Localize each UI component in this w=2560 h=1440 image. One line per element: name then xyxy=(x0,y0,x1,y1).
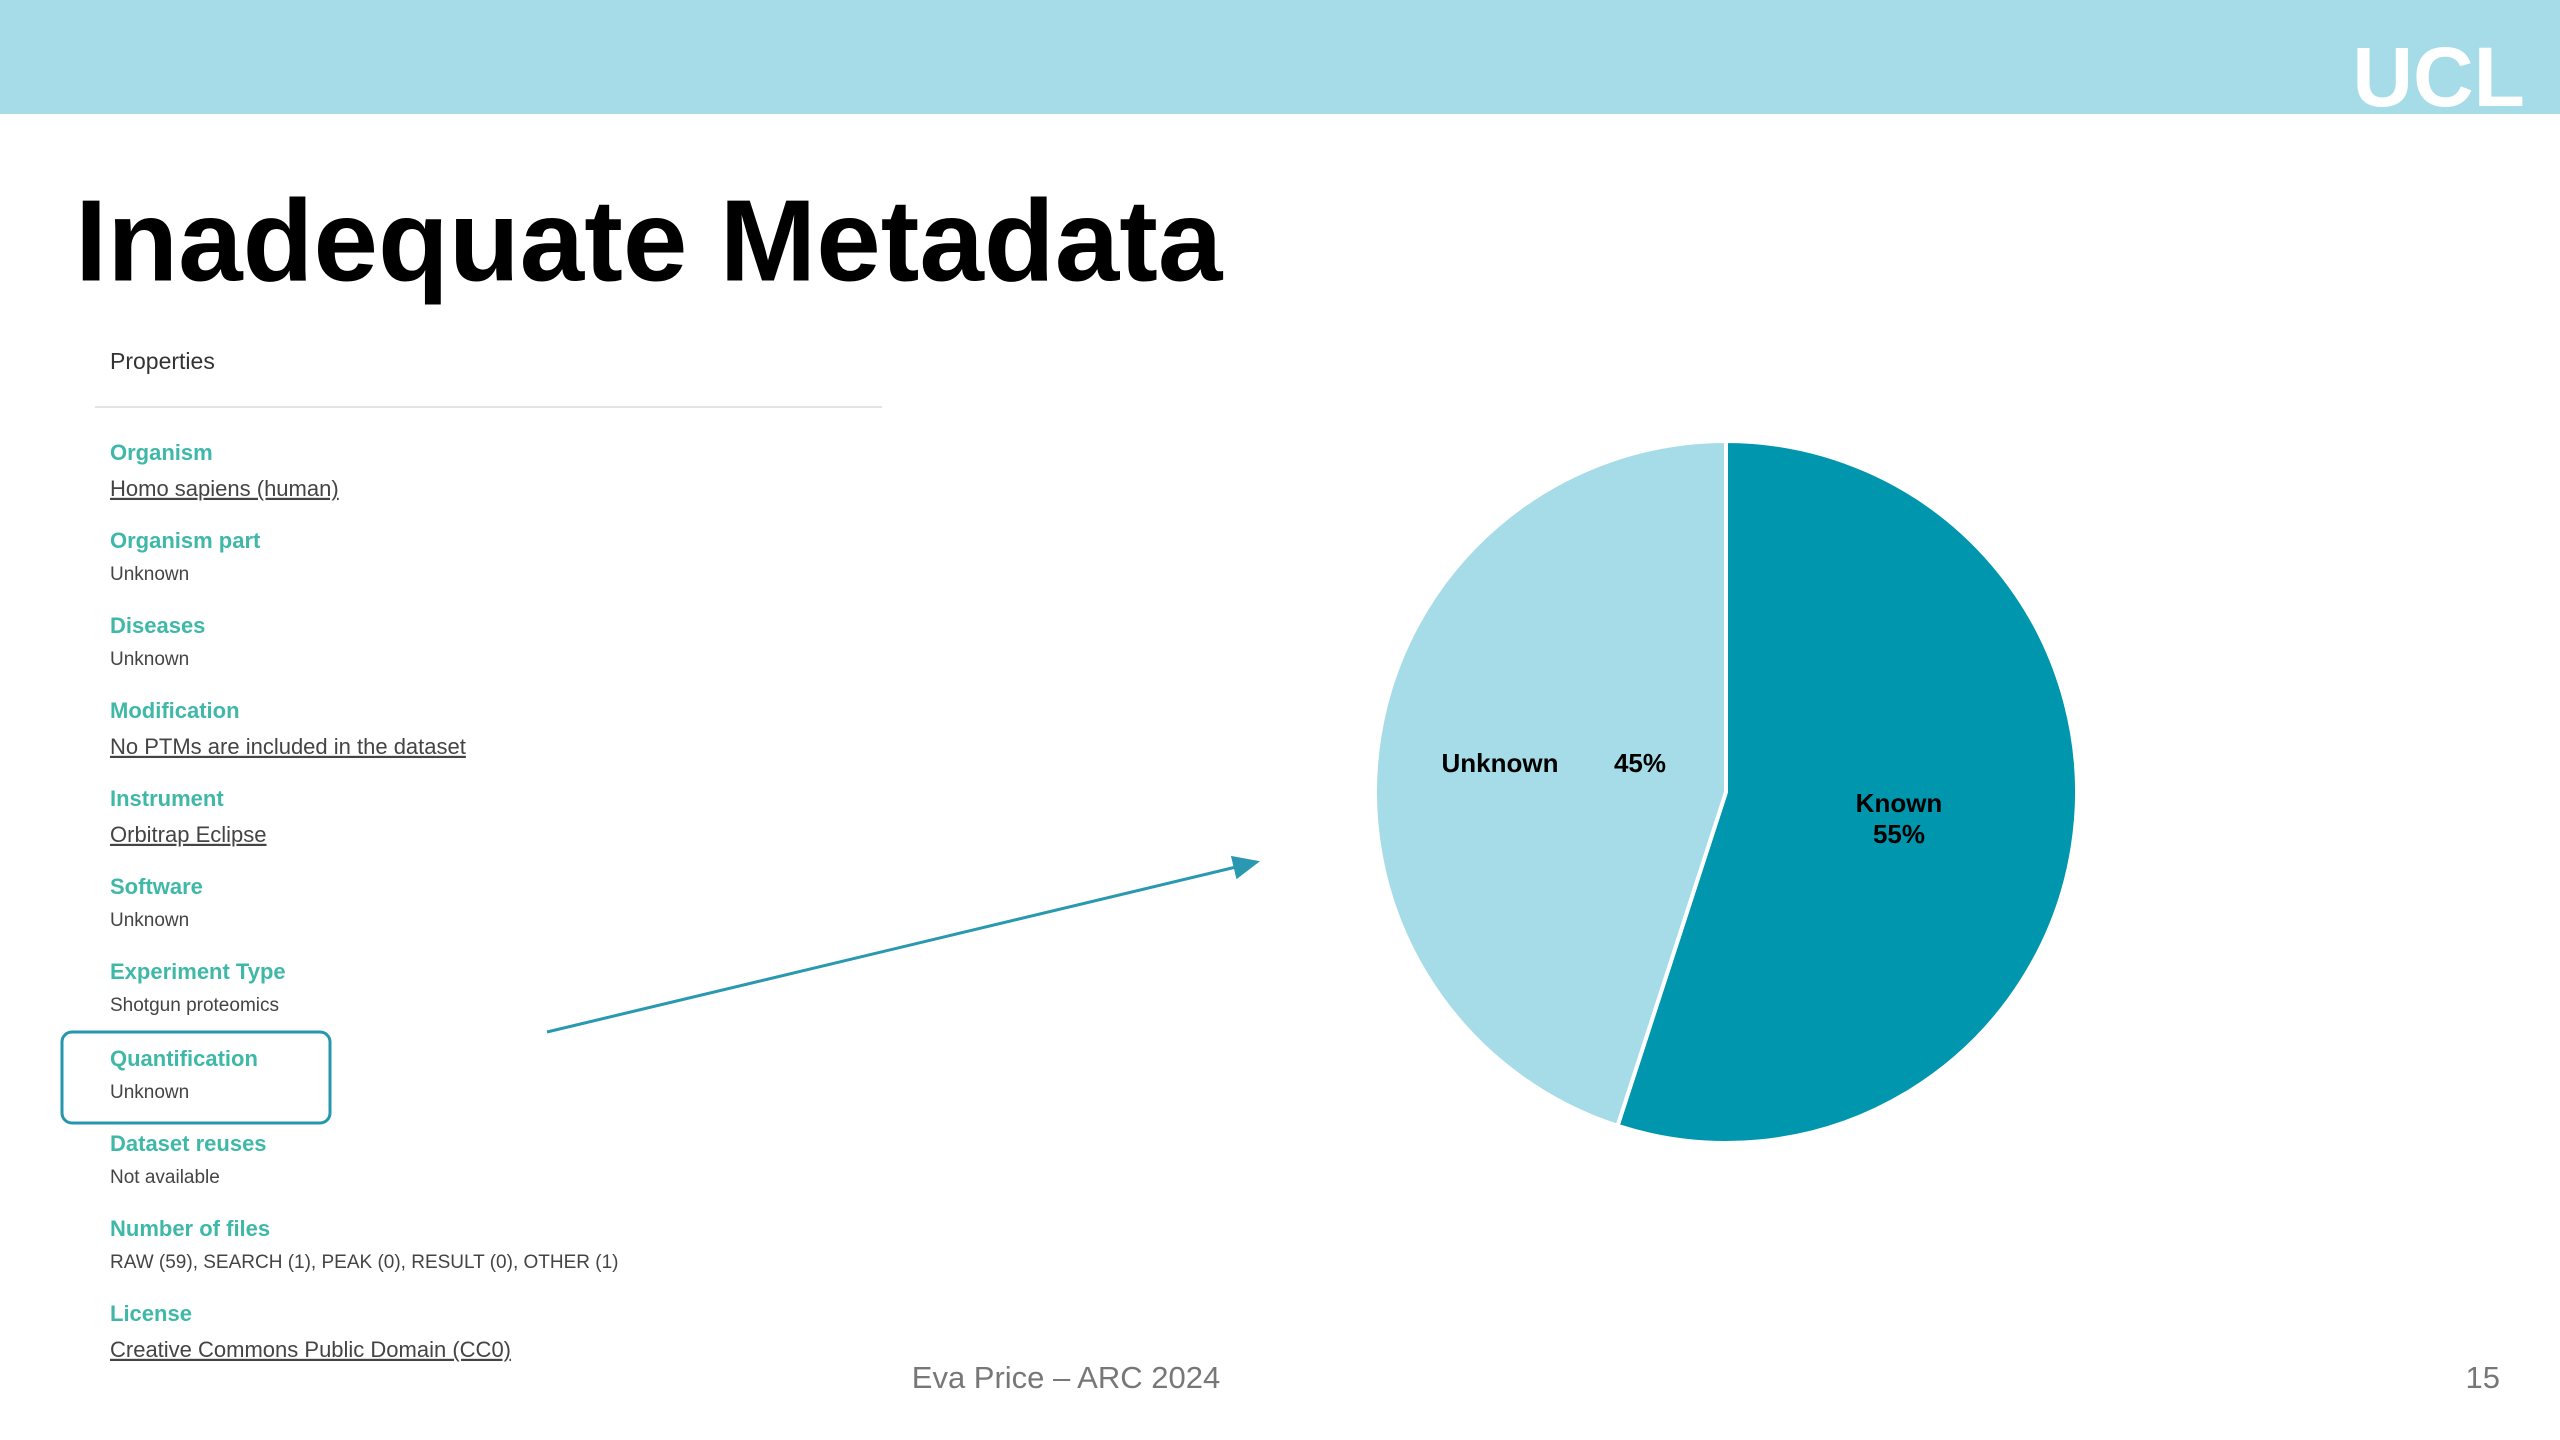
property-value: RAW (59), SEARCH (1), PEAK (0), RESULT (… xyxy=(110,1252,619,1273)
slice-value-label: 45% xyxy=(1614,748,1666,778)
slide-title: Inadequate Metadata xyxy=(75,176,1224,306)
property-value: Unknown xyxy=(110,649,189,670)
logo: UCL xyxy=(2352,30,2525,124)
property-value: Unknown xyxy=(110,1082,189,1103)
highlight-box xyxy=(60,1030,332,1125)
property-label: Number of files xyxy=(110,1216,270,1241)
property-label: License xyxy=(110,1301,192,1326)
slice-label: Unknown xyxy=(1442,748,1559,778)
arrow xyxy=(546,855,1260,1034)
property-value: Homo sapiens (human) xyxy=(110,476,339,501)
panel-title: Properties xyxy=(110,348,215,374)
header-band xyxy=(0,0,2560,114)
pie-slice xyxy=(1373,438,1728,1129)
property-label: Software xyxy=(110,874,203,899)
property-label: Diseases xyxy=(110,613,205,638)
property-value: Creative Commons Public Domain (CC0) xyxy=(110,1337,511,1362)
property-label: Instrument xyxy=(110,786,224,811)
property-value: Orbitrap Eclipse xyxy=(110,822,267,847)
pie-slice xyxy=(1615,438,2079,1145)
footer: Eva Price – ARC 2024 xyxy=(912,1360,1220,1395)
property-value: Not available xyxy=(110,1167,220,1188)
property-label: Experiment Type xyxy=(110,959,286,984)
property-label: Organism xyxy=(110,440,213,465)
property-value: Unknown xyxy=(110,564,189,585)
property-value: Unknown xyxy=(110,910,189,931)
property-label: Quantification xyxy=(110,1046,258,1071)
property-label: Modification xyxy=(110,698,240,723)
property-value: Shotgun proteomics xyxy=(110,995,279,1016)
page-number: 15 xyxy=(2466,1360,2500,1395)
property-label: Organism part xyxy=(110,528,261,553)
property-label: Dataset reuses xyxy=(110,1131,267,1156)
property-value: No PTMs are included in the dataset xyxy=(110,734,466,759)
slice-value-label: 55% xyxy=(1873,819,1925,849)
slice-label: Known xyxy=(1856,788,1943,818)
